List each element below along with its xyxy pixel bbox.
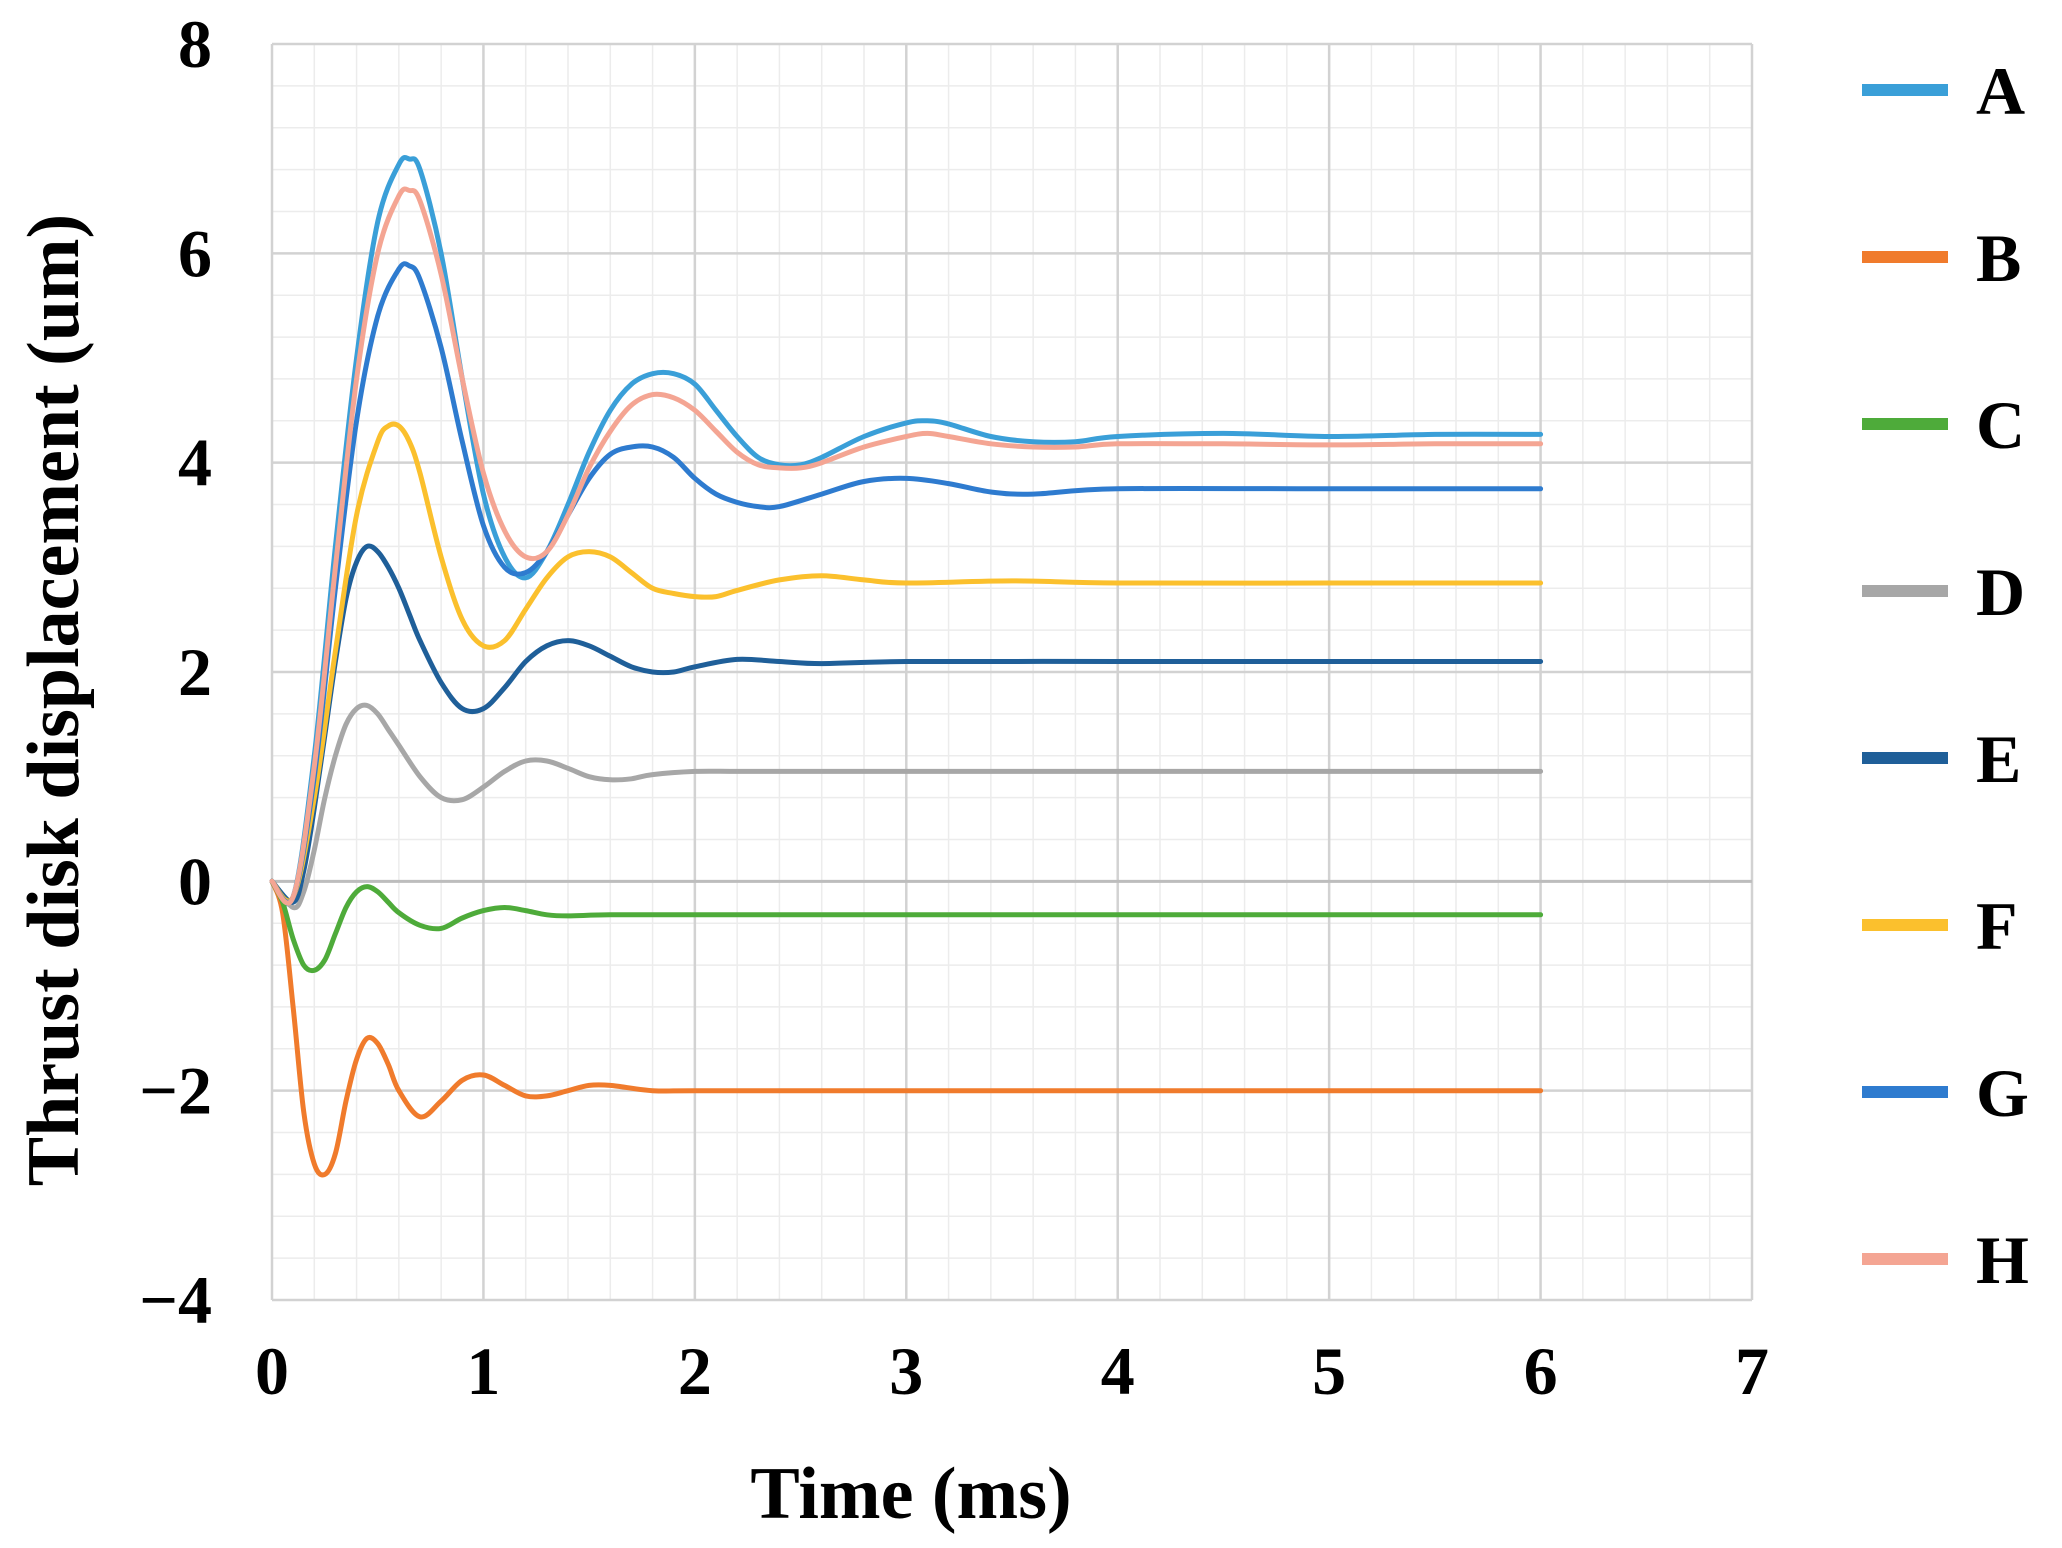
x-tick-label: 3 [889, 1333, 923, 1409]
y-tick-label: 0 [178, 843, 212, 919]
series-line-f [269, 421, 1544, 904]
series-line-h [269, 186, 1544, 906]
legend-label-a: A [1976, 53, 2025, 129]
series-line-a [269, 155, 1544, 907]
legend-label-d: D [1976, 554, 2025, 630]
x-axis-title: Time (ms) [750, 1453, 1071, 1535]
y-tick-label: −2 [139, 1053, 212, 1129]
series-line-b [269, 878, 1544, 1178]
legend: A B C D E F G H [1862, 53, 2029, 1298]
y-axis-title: Thrust disk displacement (um) [13, 214, 95, 1186]
legend-label-c: C [1976, 387, 2025, 463]
y-axis-tick-labels: −4 −2 0 2 4 6 8 [139, 6, 212, 1338]
x-tick-label: 0 [255, 1333, 289, 1409]
x-tick-label: 5 [1312, 1333, 1346, 1409]
x-tick-label: 7 [1735, 1333, 1769, 1409]
x-axis-tick-labels: 0 1 2 3 4 5 6 7 [255, 1333, 1769, 1409]
legend-label-e: E [1976, 721, 2021, 797]
y-tick-label: −4 [139, 1262, 212, 1338]
major-gridlines [270, 42, 1754, 1302]
legend-label-g: G [1976, 1055, 2029, 1131]
legend-label-h: H [1976, 1222, 2029, 1298]
y-tick-label: 8 [178, 6, 212, 82]
series-line-g [269, 261, 1544, 905]
series-line-c [269, 878, 1544, 974]
x-tick-label: 6 [1524, 1333, 1558, 1409]
legend-label-f: F [1976, 888, 2018, 964]
x-tick-label: 1 [466, 1333, 500, 1409]
y-tick-label: 4 [178, 425, 212, 501]
legend-label-b: B [1976, 220, 2021, 296]
x-tick-label: 4 [1101, 1333, 1135, 1409]
series-lines [269, 155, 1544, 1178]
y-tick-label: 2 [178, 634, 212, 710]
series-line-d [269, 702, 1544, 911]
x-tick-label: 2 [678, 1333, 712, 1409]
y-tick-label: 6 [178, 215, 212, 291]
